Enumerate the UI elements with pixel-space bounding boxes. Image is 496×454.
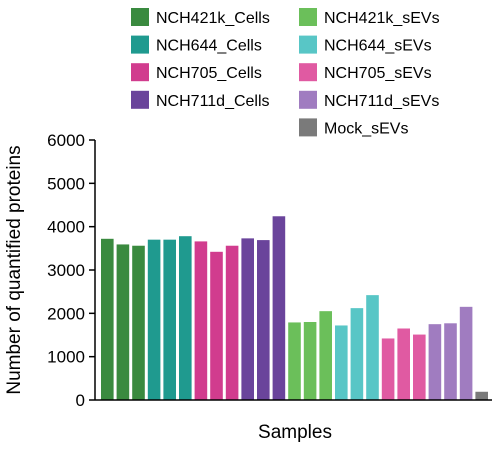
bar-nch711d-sevs xyxy=(459,306,473,400)
bar-nch421k-cells xyxy=(132,245,145,400)
y-tick-label: 4000 xyxy=(47,218,85,237)
legend-swatch xyxy=(131,63,149,82)
bar-nch705-cells xyxy=(225,245,239,400)
bar-nch644-sevs xyxy=(335,325,348,400)
y-tick-label: 0 xyxy=(76,391,85,410)
bar-nch644-sevs xyxy=(350,308,364,400)
bar-nch711d-sevs xyxy=(428,324,442,400)
legend-swatch xyxy=(131,35,149,54)
bar-nch705-cells xyxy=(194,241,208,400)
bar-nch421k-cells xyxy=(101,238,114,400)
legend-swatch xyxy=(299,90,317,109)
y-tick-label: 3000 xyxy=(47,261,85,280)
bars xyxy=(101,216,488,400)
bar-nch705-sevs xyxy=(397,328,410,400)
bar-nch711d-cells xyxy=(272,216,286,400)
legend-label: NCH705_sEVs xyxy=(324,65,432,82)
bar-nch705-cells xyxy=(210,251,223,400)
legend-label: NCH705_Cells xyxy=(156,65,262,82)
legend-swatch xyxy=(131,90,149,109)
bar-nch421k-sevs xyxy=(319,311,332,400)
bar-nch711d-cells xyxy=(241,238,254,400)
bar-nch705-sevs xyxy=(381,338,395,400)
bar-nch705-sevs xyxy=(413,334,426,400)
legend: NCH421k_Cells NCH644_Cells NCH705_Cells NCH… xyxy=(131,8,440,137)
legend-swatch xyxy=(299,35,317,54)
y-tick-label: 2000 xyxy=(47,304,85,323)
bar-nch644-cells xyxy=(179,236,192,400)
y-tick-label: 1000 xyxy=(47,348,85,367)
legend-swatch xyxy=(299,8,317,26)
bar-nch711d-sevs xyxy=(444,323,457,400)
legend-label: NCH644_sEVs xyxy=(324,38,432,55)
legend-label: NCH644_Cells xyxy=(156,38,262,55)
bar-nch421k-cells xyxy=(116,244,130,400)
bar-nch421k-sevs xyxy=(303,322,317,400)
legend-swatch xyxy=(299,118,317,137)
y-axis-title: Number of quantified proteins xyxy=(4,145,25,394)
y-axis: 0 1000 2000 3000 4000 5000 6000 xyxy=(47,131,96,410)
legend-label: NCH711d_sEVs xyxy=(324,93,439,110)
legend-swatch xyxy=(299,63,317,82)
x-axis-title: Samples xyxy=(258,422,332,443)
bar-nch644-sevs xyxy=(366,295,379,400)
bar-nch711d-cells xyxy=(257,240,270,400)
legend-swatch xyxy=(131,8,149,26)
bar-mock-sevs xyxy=(475,391,488,400)
legend-label: NCH421k_Cells xyxy=(156,10,270,27)
y-tick-label: 6000 xyxy=(47,131,85,150)
y-tick-label: 5000 xyxy=(47,174,85,193)
legend-label: Mock_sEVs xyxy=(324,120,408,137)
bar-nch421k-sevs xyxy=(288,322,301,400)
legend-label: NCH421k_sEVs xyxy=(324,10,440,27)
bar-nch644-cells xyxy=(163,239,176,400)
legend-label: NCH711d_Cells xyxy=(156,93,270,110)
bar-nch644-cells xyxy=(147,239,161,400)
